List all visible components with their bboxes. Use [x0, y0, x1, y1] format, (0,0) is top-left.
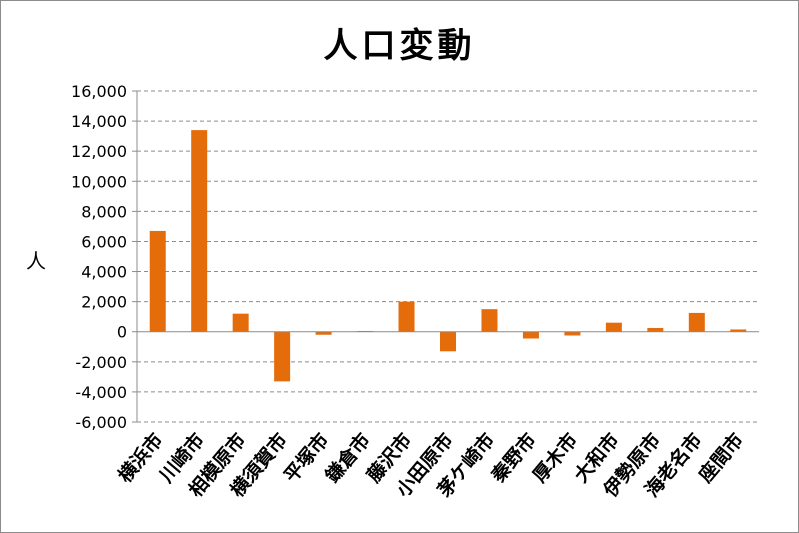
bar: [149, 230, 166, 332]
y-tick-label: 16,000: [71, 82, 127, 101]
bar: [730, 329, 747, 332]
bar: [232, 313, 249, 332]
bar: [481, 309, 498, 332]
y-tick-label: -4,000: [75, 383, 127, 402]
x-tick-label: 鎌倉市: [321, 428, 375, 486]
axes: [132, 90, 759, 423]
bar: [398, 301, 415, 332]
y-tick-label: 12,000: [71, 142, 127, 161]
y-tick-label: 14,000: [71, 112, 127, 131]
bar: [440, 331, 456, 352]
bar: [274, 331, 291, 382]
y-tick-label: -2,000: [75, 353, 127, 372]
bar: [315, 331, 332, 335]
bar: [605, 322, 622, 332]
bar: [522, 331, 539, 339]
x-tick-label: 横浜市: [113, 428, 167, 486]
bar: [191, 130, 208, 332]
x-tick-label: 厚木市: [528, 428, 582, 486]
y-tick-labels: -6,000 -4,000 -2,000 0 2,000 4,000 6,000 8,000 1…: [71, 82, 127, 432]
y-tick-label: 2,000: [81, 293, 127, 312]
y-tick-label: 8,000: [81, 202, 127, 221]
y-tick-label: -6,000: [75, 413, 127, 432]
y-tick-label: 4,000: [81, 263, 127, 282]
x-tick-label: 平塚市: [279, 428, 333, 486]
y-tick-label: 0: [117, 323, 127, 342]
bar-series: [149, 130, 747, 382]
chart-title: 人口変動: [323, 26, 476, 66]
gridlines: [137, 90, 759, 423]
bar: [564, 331, 581, 336]
x-tick-label: 座間市: [694, 428, 748, 486]
bar: [647, 327, 664, 332]
y-tick-label: 6,000: [81, 232, 127, 251]
x-tick-labels: 横浜市川崎市相模原市横須賀市平塚市鎌倉市藤沢市小田原市茅ケ崎市秦野市厚木市大和市…: [113, 428, 748, 502]
x-tick-label: 秦野市: [486, 428, 541, 487]
y-axis-label: 人: [26, 249, 46, 273]
bar: [688, 312, 705, 332]
y-tick-label: 10,000: [71, 172, 127, 191]
